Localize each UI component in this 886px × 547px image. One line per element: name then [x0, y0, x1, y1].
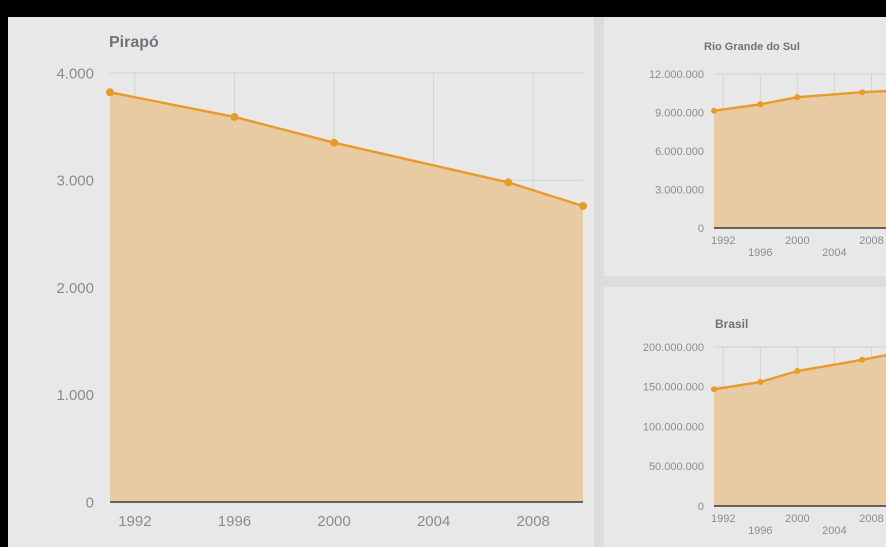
y-tick-label: 9.000.000	[655, 107, 704, 119]
data-point	[859, 356, 866, 363]
data-point	[230, 112, 239, 121]
x-tick-label: 2000	[785, 513, 809, 525]
y-tick-label: 0	[698, 223, 704, 235]
series-area	[714, 355, 886, 506]
x-tick-label: 2000	[785, 235, 809, 247]
x-tick-label: 1996	[748, 525, 772, 537]
data-point	[106, 88, 114, 97]
x-tick-label: 2008	[859, 513, 883, 525]
y-tick-label: 50.000.000	[649, 461, 704, 473]
chart-panel-pirapo: Pirapó 0 1.000 2.000 3.000 4.000 1992 1996 2000…	[8, 17, 594, 547]
x-tick-label: 1996	[748, 247, 772, 259]
chart-svg-rio-grande-do-sul: 0 3.000.000 6.000.000 9.000.000 12.000.000 19…	[649, 69, 886, 259]
x-tick-label: 1992	[711, 235, 735, 247]
chart-title: Rio Grande do Sul	[704, 41, 800, 53]
y-tick-label: 100.000.000	[643, 421, 704, 433]
data-point	[859, 89, 866, 96]
y-tick-label: 1.000	[56, 387, 94, 404]
y-tick-label: 0	[86, 494, 94, 511]
data-point	[579, 201, 587, 210]
data-point	[711, 107, 717, 114]
x-tick-label: 1992	[711, 513, 735, 525]
y-tick-label: 150.000.000	[643, 382, 704, 394]
x-tick-label: 1996	[218, 513, 251, 530]
x-tick-label: 1992	[118, 513, 151, 530]
data-point	[794, 94, 801, 101]
y-tick-label: 3.000.000	[655, 184, 704, 196]
data-point	[794, 368, 801, 375]
y-tick-label: 0	[698, 501, 704, 513]
series-area	[110, 92, 583, 503]
y-tick-label: 4.000	[56, 65, 94, 82]
chart-title: Brasil	[715, 317, 749, 331]
x-tick-label: 2004	[417, 513, 450, 530]
chart-svg-brasil: 0 50.000.000 100.000.000 150.000.000 200.000…	[643, 342, 886, 537]
chart-svg-pirapo: 0 1.000 2.000 3.000 4.000 1992 1996 2000 2004 200…	[56, 65, 587, 530]
data-point	[504, 178, 513, 187]
data-point	[330, 138, 339, 147]
y-tick-label: 6.000.000	[655, 146, 704, 158]
panel-divider-horizontal	[604, 276, 886, 287]
x-tick-label: 2004	[822, 247, 846, 259]
data-point	[757, 101, 764, 108]
x-tick-label: 2000	[317, 513, 350, 530]
y-tick-label: 200.000.000	[643, 342, 704, 354]
chart-panel-rio-grande-do-sul: Rio Grande do Sul 0 3.000.000 6.000.000 9.0…	[604, 17, 886, 276]
series-area	[714, 91, 886, 228]
x-tick-label: 2004	[822, 525, 846, 537]
x-tick-label: 2008	[859, 235, 883, 247]
y-tick-label: 3.000	[56, 173, 94, 190]
x-tick-label: 2008	[517, 513, 550, 530]
chart-title: Pirapó	[109, 34, 159, 51]
panel-divider-vertical	[594, 17, 604, 547]
data-point	[757, 378, 764, 385]
data-point	[711, 386, 717, 393]
y-tick-label: 2.000	[56, 280, 94, 297]
chart-panel-brasil: Brasil 0 50.000.000 100.000.000 150.000.000…	[604, 287, 886, 547]
y-tick-label: 12.000.000	[649, 69, 704, 81]
